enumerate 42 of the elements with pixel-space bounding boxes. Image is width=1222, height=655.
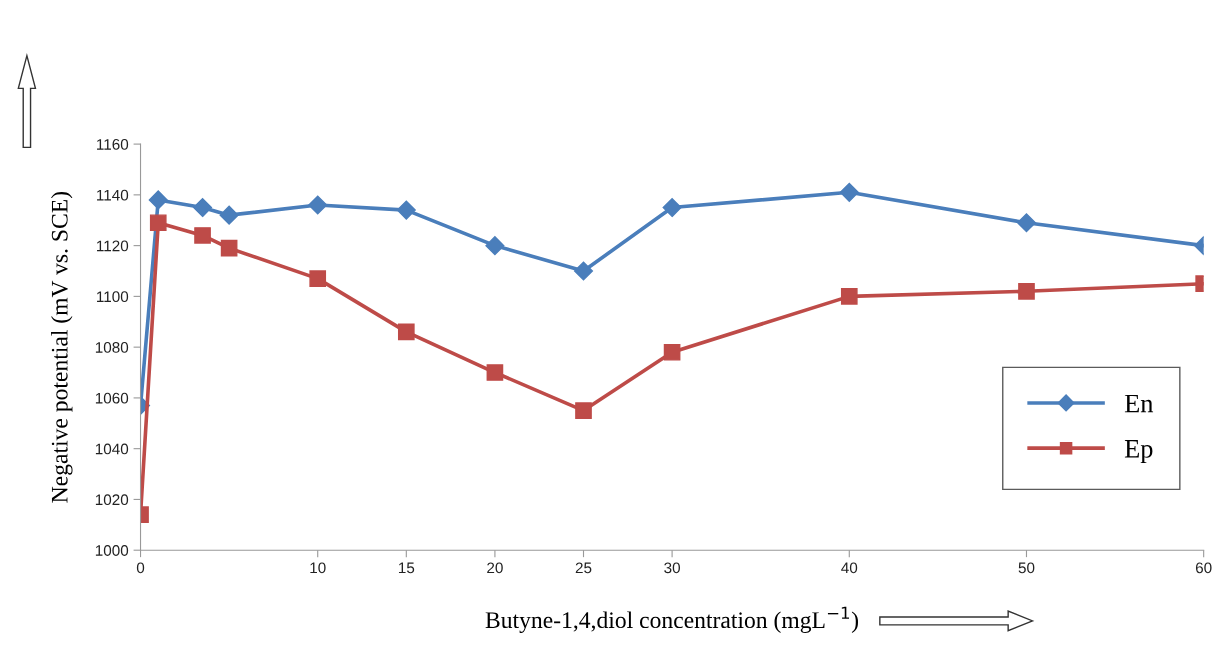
x-tick-label: 10 xyxy=(310,562,326,574)
point xyxy=(839,182,859,202)
point xyxy=(840,288,858,305)
point xyxy=(663,343,681,361)
y-tick-label: 1020 xyxy=(95,494,129,506)
point xyxy=(486,364,504,381)
point xyxy=(1016,213,1037,233)
point xyxy=(194,227,211,244)
x-axis-title: Butyne-1,4,diol concentration (mgL$^{−1}$) xyxy=(485,606,859,633)
x-tick-label: 0 xyxy=(136,562,145,574)
legend-label: Ep xyxy=(1124,440,1153,464)
point xyxy=(1018,282,1035,300)
y-tick-label: 1160 xyxy=(97,138,129,150)
x-tick-label: 15 xyxy=(398,562,415,574)
y-tick-label: 1120 xyxy=(97,240,129,252)
point xyxy=(309,270,327,287)
x-tick-label: 60 xyxy=(1195,562,1212,574)
point xyxy=(219,205,239,225)
point xyxy=(149,214,167,232)
x-tick-label: 25 xyxy=(575,562,592,574)
x-tick-label: 30 xyxy=(664,562,680,574)
legend-label: En xyxy=(1124,394,1154,413)
point xyxy=(485,236,505,256)
y-tick-label: 1140 xyxy=(97,189,129,201)
y-tick-label: 1040 xyxy=(95,443,129,455)
y-axis-title: Negative potential (mV vs. SCE) xyxy=(51,192,73,503)
point xyxy=(220,239,238,257)
x-tick-label: 50 xyxy=(1018,562,1035,574)
point xyxy=(397,323,415,341)
y-tick-label: 1060 xyxy=(95,392,129,404)
point xyxy=(575,402,592,419)
y-tick-label: 1080 xyxy=(95,342,129,353)
y-tick-label: 1100 xyxy=(97,291,129,303)
point xyxy=(148,190,168,210)
point xyxy=(573,261,594,281)
point xyxy=(193,198,213,218)
point xyxy=(308,195,328,215)
y-tick-label: 1000 xyxy=(95,545,129,556)
point xyxy=(396,200,416,220)
x-tick-label: 40 xyxy=(841,562,858,574)
x-tick-label: 20 xyxy=(487,562,503,574)
point xyxy=(662,198,682,218)
